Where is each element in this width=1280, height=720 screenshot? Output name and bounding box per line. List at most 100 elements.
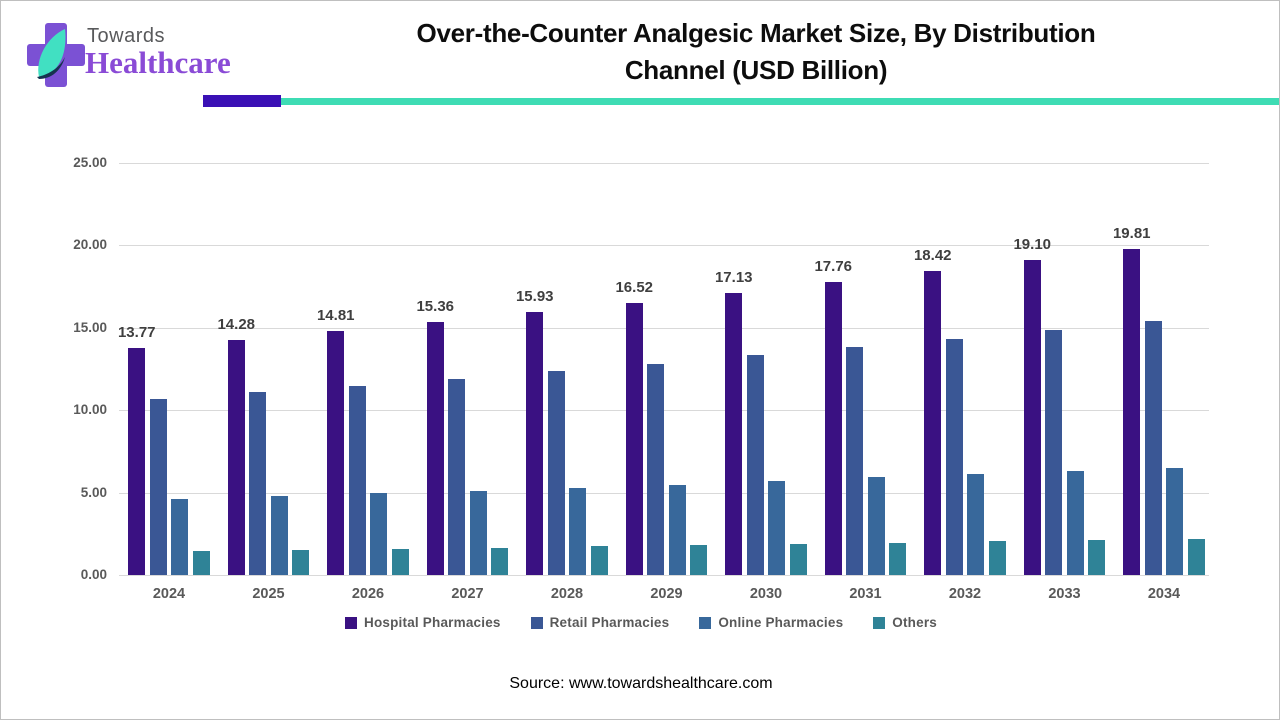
bar-retail-pharmacies [249,392,267,575]
logo-text-healthcare: Healthcare [85,45,231,80]
bar-value-label: 14.81 [316,306,355,324]
legend-label: Others [892,615,937,630]
bar-retail-pharmacies [547,371,565,575]
source-text: Source: www.towardshealthcare.com [509,675,773,692]
x-axis-tick-label: 2031 [849,586,882,602]
bar-value-label: 14.28 [217,315,256,333]
legend-item-online-pharmacies: Online Pharmacies [699,615,843,630]
gridline [119,163,1209,164]
bar-online-pharmacies [867,477,885,575]
x-axis-tick-label: 2032 [948,586,982,602]
legend-label: Retail Pharmacies [549,615,670,630]
bar-retail-pharmacies [1144,321,1162,575]
bar-hospital-pharmacies [526,312,544,575]
bar-value-label: 18.42 [913,247,952,265]
x-axis-tick-label: 2033 [1048,586,1081,602]
bar-others [192,551,210,575]
x-axis-tick-label: 2034 [1147,586,1181,602]
towards-healthcare-logo: Towards Healthcare [25,15,265,99]
bar-value-label: 15.93 [515,288,554,306]
bar-value-label: 16.52 [615,278,654,296]
y-axis-tick-label: 0.00 [80,567,107,582]
bar-hospital-pharmacies [327,330,345,575]
bar-retail-pharmacies [1045,330,1063,575]
legend-item-hospital-pharmacies: Hospital Pharmacies [345,615,501,630]
bar-others [590,546,608,575]
y-axis-tick-label: 10.00 [73,402,107,418]
bar-retail-pharmacies [348,385,366,575]
bar-others [1088,540,1106,575]
bar-hospital-pharmacies [227,339,245,575]
x-axis-tick-label: 2026 [351,586,385,602]
gridline [119,575,1209,576]
bar-others [690,545,708,575]
bar-hospital-pharmacies [824,282,842,575]
title-line-2: Channel (USD Billion) [624,55,888,85]
x-axis-tick-label: 2029 [650,586,683,602]
bar-value-label: 19.81 [1112,224,1151,242]
bar-online-pharmacies [967,474,985,575]
bar-others [491,547,509,575]
bar-retail-pharmacies [945,339,963,575]
bar-others [889,542,907,575]
y-axis-tick-label: 20.00 [73,237,107,253]
legend-marker-icon [345,616,357,629]
bar-others [292,549,310,575]
bar-others [988,541,1006,575]
accent-rule-purple [203,95,281,107]
y-axis-tick-label: 15.00 [73,319,107,335]
bar-hospital-pharmacies [128,348,146,575]
x-axis-tick-label: 2024 [152,586,186,602]
bar-value-label: 17.13 [714,268,753,286]
bar-hospital-pharmacies [924,271,942,575]
bar-others [391,548,409,575]
bar-others [789,543,807,575]
bar-online-pharmacies [270,496,288,575]
x-axis-tick-label: 2030 [749,586,783,602]
bar-online-pharmacies [1166,467,1184,575]
bar-online-pharmacies [469,490,487,575]
gridline [119,245,1209,247]
cross-leaf-icon [27,23,85,87]
legend: Hospital Pharmacies Retail Pharmacies Onli… [1,615,1279,630]
bar-online-pharmacies [370,493,388,575]
bar-retail-pharmacies [149,398,167,575]
legend-item-others: Others [873,615,937,630]
bar-retail-pharmacies [746,355,764,575]
bar-retail-pharmacies [448,378,466,575]
bar-retail-pharmacies [647,364,665,575]
title-line-1: Over-the-Counter Analgesic Market Size, … [416,18,1096,48]
bar-hospital-pharmacies [625,302,643,575]
gridline [119,327,1209,329]
y-axis-tick-label: 5.00 [80,484,107,500]
bar-online-pharmacies [1066,470,1084,575]
bar-online-pharmacies [569,487,587,575]
legend-label: Hospital Pharmacies [364,615,501,630]
bar-hospital-pharmacies [426,321,444,575]
page-title: Over-the-Counter Analgesic Market Size, … [251,15,1261,89]
y-axis-tick-label: 25.00 [73,155,107,170]
bar-value-label: 15.36 [416,297,455,315]
bar-others [1187,538,1205,575]
legend-marker-icon [699,616,712,629]
bar-value-label: 17.76 [814,258,853,276]
x-axis-tick-label: 2028 [550,586,584,602]
legend-item-retail-pharmacies: Retail Pharmacies [530,615,670,630]
bar-hospital-pharmacies [1123,248,1141,575]
bar-online-pharmacies [668,484,686,575]
x-axis-tick-label: 2027 [451,586,484,602]
logo-text-towards: Towards [87,25,165,47]
bar-retail-pharmacies [846,347,864,575]
bar-online-pharmacies [768,481,786,575]
x-axis-tick-label: 2025 [252,586,285,602]
bar-value-label: 13.77 [117,324,156,342]
legend-label: Online Pharmacies [718,615,844,630]
bar-online-pharmacies [171,499,189,575]
bar-value-label: 19.10 [1013,236,1052,254]
bar-hospital-pharmacies [725,292,743,575]
legend-marker-icon [873,616,886,629]
legend-marker-icon [530,616,543,629]
accent-rule-teal [281,98,1279,105]
